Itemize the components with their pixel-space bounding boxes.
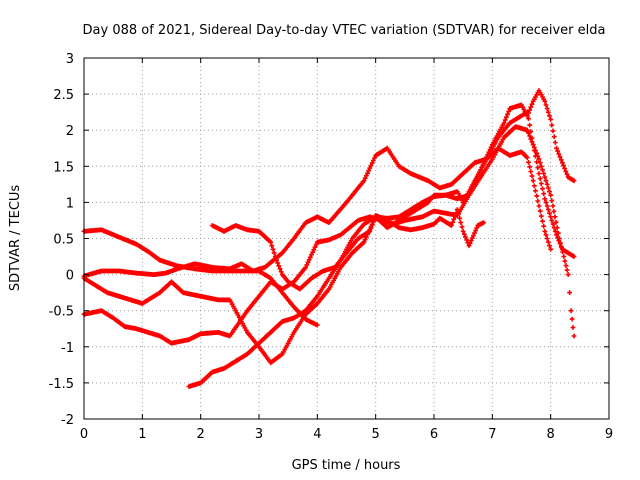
grid <box>84 58 609 419</box>
y-tick-label: -1 <box>61 341 74 356</box>
y-tick-label: -2 <box>61 413 74 428</box>
y-tick-label: 0.5 <box>53 233 74 248</box>
y-tick-label: 2.5 <box>53 88 74 103</box>
y-axis-label: SDTVAR / TECUs <box>8 185 23 292</box>
x-tick-label: 1 <box>138 427 146 442</box>
series-layer <box>81 88 577 389</box>
x-axis-label: GPS time / hours <box>292 458 401 473</box>
y-tick-label: -0.5 <box>49 305 74 320</box>
series-markers <box>186 88 577 389</box>
series-arc-3 <box>81 124 577 346</box>
x-tick-label: 8 <box>547 427 555 442</box>
chart-title: Day 088 of 2021, Sidereal Day-to-day VTE… <box>83 23 606 38</box>
y-tick-label: 1 <box>66 196 74 211</box>
x-tick-label: 2 <box>197 427 205 442</box>
series-arc-5 <box>186 88 577 389</box>
x-tick-label: 0 <box>80 427 88 442</box>
x-tick-label: 6 <box>430 427 438 442</box>
x-tick-label: 7 <box>488 427 496 442</box>
x-tick-label: 9 <box>605 427 613 442</box>
y-tick-label: -1.5 <box>49 377 74 392</box>
x-tick-label: 5 <box>372 427 380 442</box>
y-tick-label: 1.5 <box>53 160 74 175</box>
y-tick-label: 2 <box>66 124 74 139</box>
axis-ticks: 0 1 2 3 4 5 6 7 8 9 -2 -1.5 -1 -0.5 0 0.5 1 1.5 2 2.5 3 <box>49 52 614 442</box>
x-tick-label: 4 <box>313 427 321 442</box>
y-tick-label: 0 <box>66 269 74 284</box>
series-markers <box>81 124 577 346</box>
x-tick-label: 3 <box>255 427 263 442</box>
y-tick-label: 3 <box>66 52 74 67</box>
